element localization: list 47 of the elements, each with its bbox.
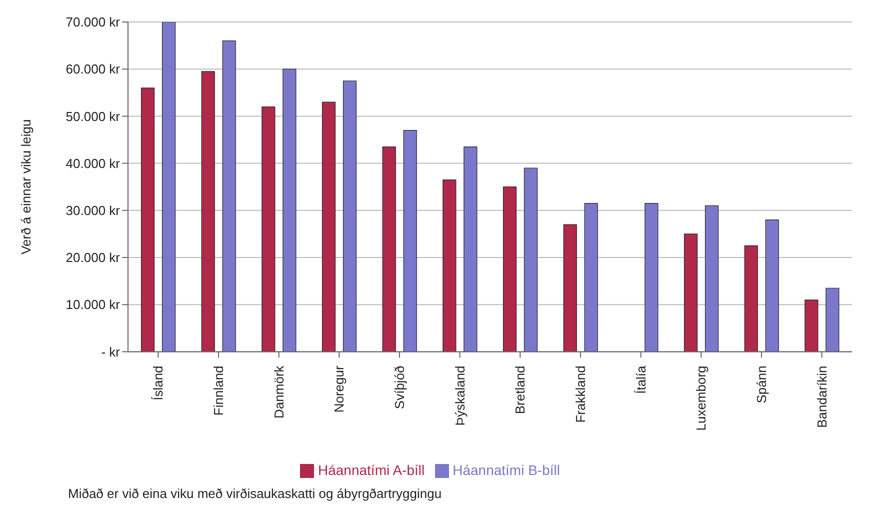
bar (162, 22, 176, 352)
bar (464, 146, 478, 352)
bar (826, 288, 840, 352)
bar (403, 130, 417, 352)
bar (804, 300, 818, 352)
bar (282, 68, 296, 352)
bar (201, 71, 215, 352)
x-tick-label: Danmörk (271, 365, 286, 418)
y-tick-label: 40.000 kr (66, 156, 121, 171)
bar (382, 146, 396, 352)
x-tick-label: Finnland (211, 366, 226, 416)
x-tick-label: Ísland (150, 366, 166, 400)
legend-label: Háannatími B-bíll (452, 462, 560, 478)
bar (684, 234, 698, 352)
x-tick-label: Þýskaland (452, 366, 468, 426)
x-tick-label: Noregur (332, 365, 347, 413)
bar (322, 102, 336, 352)
bar (563, 224, 577, 352)
x-tick-label: Frakkland (573, 366, 588, 423)
bar (140, 88, 155, 352)
bar (222, 40, 236, 352)
x-tick-label: Spánn (754, 366, 769, 404)
y-tick-label: - kr (101, 344, 121, 360)
bar (524, 168, 538, 352)
x-tick-label: Svíþjóð (392, 366, 407, 410)
y-tick-label: 50.000 kr (66, 108, 121, 124)
y-tick-label: 60.000 kr (66, 62, 121, 77)
y-tick-label: 20.000 kr (66, 250, 121, 266)
bar (342, 80, 357, 352)
bar (584, 203, 598, 352)
y-tick-label: 10.000 kr (66, 297, 121, 312)
bar (704, 205, 719, 352)
x-tick-label: Bretland (512, 366, 528, 414)
x-tick-label: Bandaríkin (814, 366, 830, 428)
y-tick-label: 70.000 kr (66, 14, 121, 30)
x-tick-label: Ítalía (633, 364, 648, 394)
bar (262, 106, 276, 352)
x-tick-label: Luxemborg (694, 366, 709, 431)
bar (765, 220, 779, 352)
bar (744, 245, 758, 352)
bar (644, 203, 658, 352)
y-tick-label: 30.000 kr (66, 203, 121, 218)
y-axis-title: Verð á einnar viku leigu (18, 119, 34, 254)
bar (502, 186, 517, 352)
legend-label: Háannatími A-bíll (318, 462, 425, 478)
bar (442, 179, 456, 352)
text: Miðað er við eina viku með virðisaukaskatti og ábyrgðartryggingu (68, 486, 443, 501)
